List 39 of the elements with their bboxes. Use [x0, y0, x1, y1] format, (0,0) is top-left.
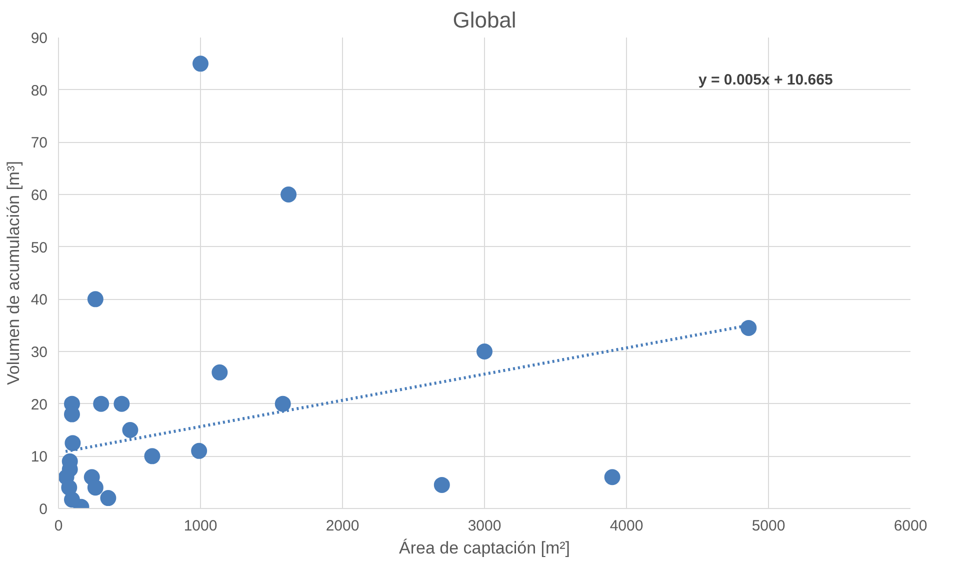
point [191, 442, 208, 459]
x-axis-title: Área de captación [m²] [398, 538, 570, 558]
point [192, 56, 208, 72]
point [274, 396, 291, 412]
point [122, 422, 138, 438]
point [280, 186, 297, 202]
y-tick-label: 90 [30, 30, 48, 47]
x-tick-label: 0 [54, 518, 63, 534]
x-tick-label: 2000 [326, 518, 360, 534]
y-tick-label: 10 [30, 448, 48, 466]
y-tick-label: 70 [30, 134, 48, 152]
point [144, 448, 160, 464]
point [740, 320, 757, 336]
point [61, 480, 78, 496]
y-axis-title: Volumen de acumulación [m³] [4, 161, 23, 385]
y-tick-label: 40 [30, 292, 48, 309]
chart-title: Global [452, 8, 516, 32]
point [87, 480, 104, 496]
point [604, 469, 620, 486]
point [100, 490, 116, 506]
x-tick-label: 1000 [184, 518, 218, 534]
point [212, 364, 228, 380]
y-tick-label: 60 [30, 187, 48, 204]
point [87, 291, 104, 308]
x-tick-label: 5000 [752, 518, 786, 534]
y-tick-label: 0 [39, 501, 48, 518]
annotation: y = 0.005x + 10.665 [698, 72, 833, 88]
point [434, 476, 450, 493]
point [476, 344, 492, 360]
point [93, 396, 110, 412]
y-tick-label: 80 [30, 82, 48, 100]
x-tick-label: 3000 [468, 518, 502, 534]
y-tick-label: 30 [30, 344, 48, 361]
x-tick-label: 6000 [894, 518, 928, 534]
point [64, 435, 81, 452]
point [114, 396, 130, 412]
y-tick-label: 20 [30, 396, 48, 414]
y-tick-label: 50 [30, 239, 48, 256]
x-tick-label: 4000 [610, 518, 644, 534]
